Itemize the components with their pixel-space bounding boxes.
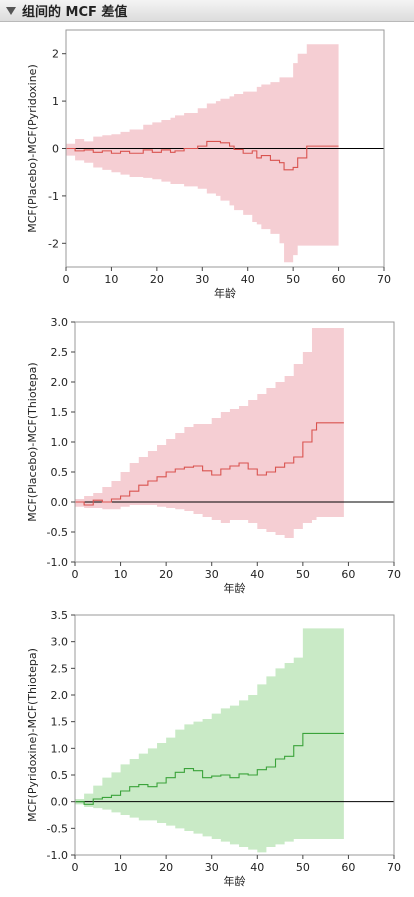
- mcf-diff-chart-pyridoxine-thiotepa: -1.0 -0.5 0.0 0.5 1.0 1.5 2.0 2.5 3.0 3.5 0 10 20 30 4…: [26, 609, 401, 888]
- y-tick-label: 2.5: [51, 346, 69, 359]
- y-tick-label: 3.0: [51, 316, 69, 329]
- x-tick-label: 70: [387, 861, 401, 874]
- y-tick-label: -1.0: [47, 849, 68, 862]
- y-tick-label: 2: [52, 48, 59, 61]
- x-tick-label: 40: [241, 273, 255, 286]
- y-tick-label: 0: [52, 143, 59, 156]
- y-tick-label: 1.5: [51, 406, 69, 419]
- x-tick-label: 0: [63, 273, 70, 286]
- x-tick-label: 10: [114, 568, 128, 581]
- y-tick-label: 2.0: [51, 376, 69, 389]
- y-tick-label: -1.0: [47, 556, 68, 569]
- x-tick-label: 60: [332, 273, 346, 286]
- mcf-difference-line: [66, 140, 339, 171]
- confidence-band: [66, 44, 339, 263]
- x-tick-label: 40: [250, 861, 264, 874]
- y-tick-label: -0.5: [47, 526, 68, 539]
- x-tick-label: 10: [104, 273, 118, 286]
- mcf-diff-chart-placebo-thiotepa: -1.0 -0.5 0.0 0.5 1.0 1.5 2.0 2.5 3.0 0 10 20 30 40 50…: [26, 316, 401, 595]
- x-tick-label: 60: [341, 861, 355, 874]
- x-tick-label: 0: [72, 861, 79, 874]
- outline-header[interactable]: 组间的 MCF 差值: [0, 0, 414, 22]
- triangle-down-icon[interactable]: [6, 6, 16, 15]
- y-tick-label: 1.0: [51, 436, 69, 449]
- x-tick-label: 20: [150, 273, 164, 286]
- confidence-band: [75, 328, 344, 538]
- y-axis-label: MCF(Placebo)-MCF(Thiotepa): [26, 362, 39, 521]
- x-tick-label: 40: [250, 568, 264, 581]
- x-axis-label: 年龄: [214, 286, 236, 300]
- y-tick-label: 3.5: [51, 609, 69, 622]
- x-tick-label: 50: [296, 861, 310, 874]
- y-tick-label: 1.5: [51, 716, 69, 729]
- outline-title: 组间的 MCF 差值: [22, 5, 128, 20]
- confidence-band: [75, 628, 344, 853]
- y-tick-label: -1: [48, 190, 59, 203]
- x-tick-label: 30: [205, 861, 219, 874]
- x-tick-label: 0: [72, 568, 79, 581]
- mcf-difference-line: [75, 422, 344, 506]
- y-tick-label: 0.5: [51, 466, 69, 479]
- x-axis-label: 年龄: [224, 581, 246, 595]
- y-tick-label: 1.0: [51, 742, 69, 755]
- x-tick-label: 70: [387, 568, 401, 581]
- y-axis-label: MCF(Pyridoxine)-MCF(Thiotepa): [26, 648, 39, 822]
- y-axis-label: MCF(Placebo)-MCF(Pyridoxine): [26, 64, 39, 233]
- y-tick-label: 3.0: [51, 636, 69, 649]
- y-tick-label: 2.5: [51, 662, 69, 675]
- x-tick-label: 20: [159, 568, 173, 581]
- y-tick-label: -2: [48, 237, 59, 250]
- x-tick-label: 50: [296, 568, 310, 581]
- x-tick-label: 30: [195, 273, 209, 286]
- y-tick-label: 0.0: [51, 496, 69, 509]
- y-tick-label: -0.5: [47, 822, 68, 835]
- x-axis-label: 年龄: [224, 874, 246, 888]
- x-tick-label: 60: [341, 568, 355, 581]
- x-tick-label: 70: [377, 273, 391, 286]
- x-tick-label: 30: [205, 568, 219, 581]
- plot-frame: [74, 614, 395, 856]
- x-tick-label: 10: [114, 861, 128, 874]
- y-tick-label: 1: [52, 95, 59, 108]
- mcf-difference-line: [75, 732, 344, 805]
- y-tick-label: 0.5: [51, 769, 69, 782]
- x-tick-label: 50: [286, 273, 300, 286]
- y-tick-label: 2.0: [51, 689, 69, 702]
- x-tick-label: 20: [159, 861, 173, 874]
- y-tick-label: 0.0: [51, 796, 69, 809]
